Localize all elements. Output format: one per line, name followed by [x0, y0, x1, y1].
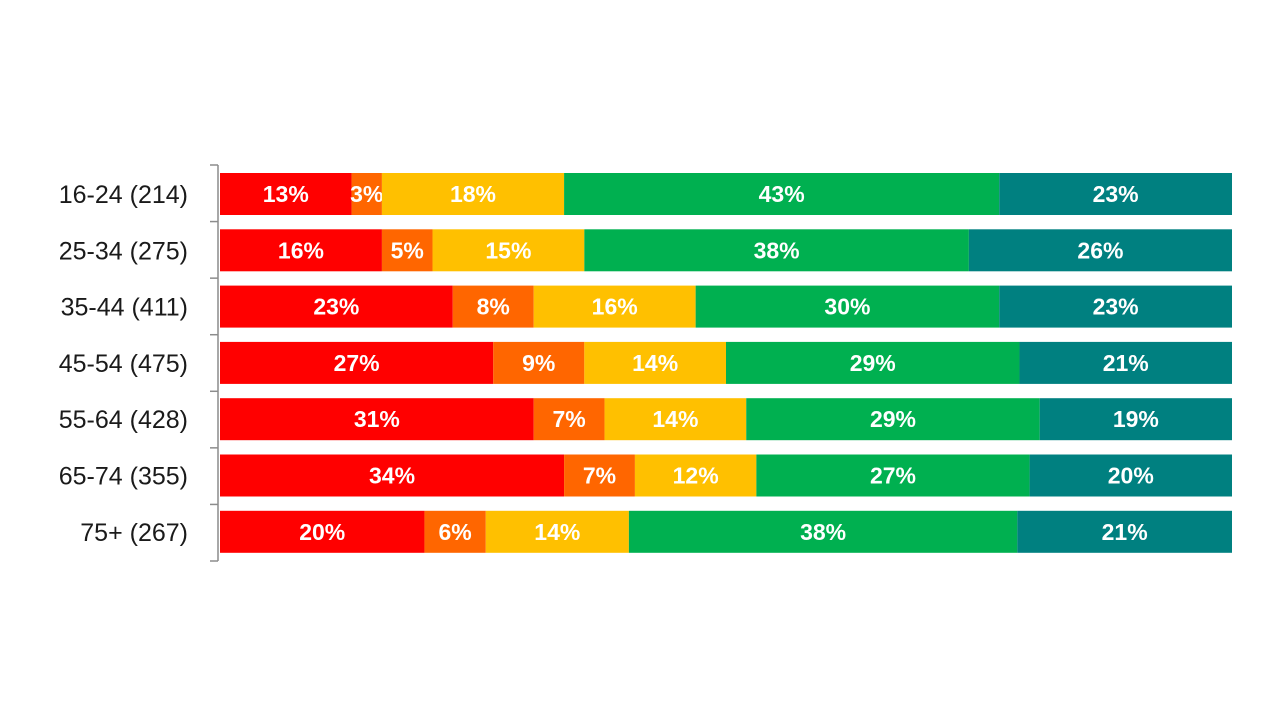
bar-segment — [564, 454, 635, 497]
bar-segment — [1019, 341, 1232, 384]
bar-segment — [726, 341, 1020, 384]
bar-segment — [584, 229, 969, 272]
bar-segment — [351, 173, 382, 215]
bar-segment — [999, 173, 1232, 215]
data-label: 34% — [369, 463, 415, 489]
bar-segment — [493, 341, 585, 384]
bar-segment — [452, 285, 534, 328]
data-label: 12% — [673, 463, 719, 489]
bar-segment — [220, 285, 453, 328]
data-label: 27% — [870, 463, 916, 489]
data-label: 23% — [1093, 294, 1139, 320]
bar-segment — [220, 173, 352, 215]
bar-segment — [220, 398, 534, 441]
data-label: 23% — [1093, 181, 1139, 207]
data-label: 31% — [354, 406, 400, 432]
data-label: 20% — [299, 519, 345, 545]
data-label: 27% — [334, 350, 380, 376]
bar-segment — [220, 341, 494, 384]
data-label: 21% — [1103, 350, 1149, 376]
bar-segment — [533, 398, 605, 441]
data-label: 16% — [278, 237, 324, 263]
data-label: 29% — [850, 350, 896, 376]
bar-segment — [695, 285, 1000, 328]
data-label: 9% — [522, 350, 555, 376]
bar-segment — [999, 285, 1232, 328]
category-label: 75+ (267) — [80, 519, 188, 547]
bar-segment — [381, 173, 565, 215]
data-label: 30% — [824, 294, 870, 320]
data-label: 43% — [759, 181, 805, 207]
data-label: 14% — [652, 406, 698, 432]
data-label: 7% — [553, 406, 586, 432]
bar-segment — [485, 510, 629, 553]
data-label: 5% — [391, 237, 424, 263]
data-label: 26% — [1077, 237, 1123, 263]
data-label: 14% — [534, 519, 580, 545]
bar-segment — [584, 341, 726, 384]
bar-segment — [1029, 454, 1232, 497]
data-label: 20% — [1108, 463, 1154, 489]
bar-segment — [432, 229, 585, 272]
bar-segment — [968, 229, 1232, 272]
data-label: 38% — [800, 519, 846, 545]
category-label: 16-24 (214) — [59, 181, 188, 209]
category-labels: 16-24 (214) 25-34 (275) 35-44 (411) 45-54 (… — [59, 181, 188, 547]
data-label: 29% — [870, 406, 916, 432]
data-label: 19% — [1113, 406, 1159, 432]
bar-segment — [1017, 510, 1232, 553]
bar-segment — [424, 510, 486, 553]
data-label: 14% — [632, 350, 678, 376]
bar-segment — [381, 229, 433, 272]
data-label: 13% — [263, 181, 309, 207]
bar-segment — [604, 398, 747, 441]
data-label: 8% — [477, 294, 510, 320]
bar-segment — [628, 510, 1018, 553]
data-label: 38% — [754, 237, 800, 263]
category-label: 25-34 (275) — [59, 237, 188, 265]
data-label: 23% — [313, 294, 359, 320]
bar-segment — [564, 173, 1000, 215]
data-label: 21% — [1102, 519, 1148, 545]
category-label: 45-54 (475) — [59, 350, 188, 378]
bar-segment — [220, 454, 565, 497]
data-label: 6% — [438, 519, 471, 545]
data-label: 15% — [485, 237, 531, 263]
category-axis — [210, 164, 219, 562]
bar-segment — [746, 398, 1040, 441]
category-label: 35-44 (411) — [61, 294, 188, 322]
bar-segment — [220, 229, 382, 272]
data-label: 16% — [592, 294, 638, 320]
category-label: 65-74 (355) — [59, 463, 188, 491]
data-label: 7% — [583, 463, 616, 489]
bar-segment — [756, 454, 1030, 497]
category-label: 55-64 (428) — [59, 406, 188, 434]
data-label: 18% — [450, 181, 496, 207]
bar-segment — [634, 454, 757, 497]
data-label: 3% — [350, 181, 383, 207]
bar-segment — [1039, 398, 1232, 441]
bar-segment — [533, 285, 696, 328]
bars-group: 13% 3% 18% 43% 23% 16% 5% 15% 38% 26% 23% 8% 16% 30% 2… — [220, 173, 1232, 553]
bar-segment — [220, 510, 425, 553]
